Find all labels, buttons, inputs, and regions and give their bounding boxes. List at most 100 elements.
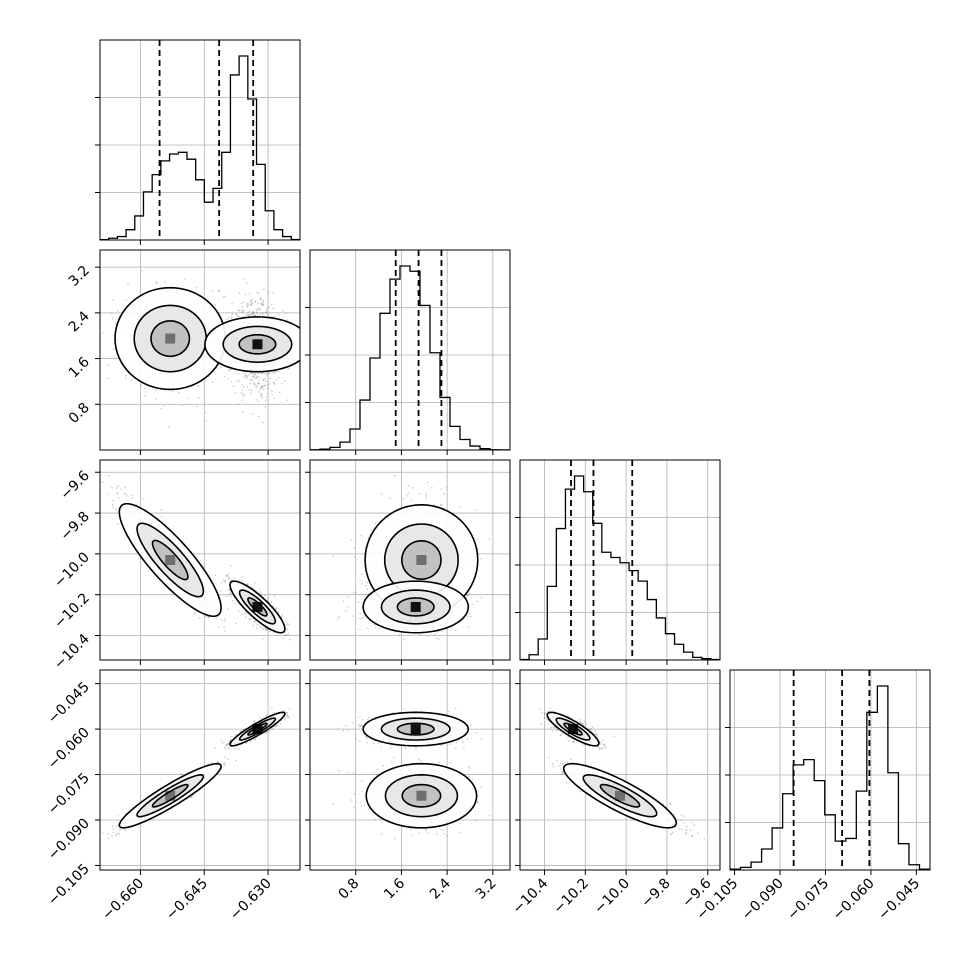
sample-point <box>102 481 104 483</box>
sample-point <box>249 304 252 306</box>
y-tick-label: 0.8 <box>66 400 93 427</box>
sample-point <box>241 306 243 308</box>
sample-point <box>275 371 277 373</box>
sample-point <box>238 610 240 613</box>
sample-point <box>144 391 147 393</box>
sample-point <box>242 310 245 313</box>
sample-point <box>260 395 262 397</box>
sample-point <box>236 314 238 316</box>
sample-point <box>269 377 272 380</box>
sample-point <box>245 613 247 615</box>
sample-point <box>426 481 429 483</box>
sample-point <box>155 389 157 391</box>
histogram-0 <box>100 55 300 240</box>
sample-point <box>475 509 477 511</box>
sample-point <box>265 374 268 376</box>
sample-point <box>140 384 142 386</box>
sample-point <box>125 492 127 495</box>
sample-point <box>271 303 273 306</box>
sample-point <box>252 617 255 620</box>
sample-point <box>212 290 214 292</box>
sample-point <box>224 581 226 583</box>
panel-1-0: 0.81.62.43.2 <box>66 249 301 455</box>
panel-2-0: −10.4−10.2−10.0−9.8−9.6 <box>51 459 301 673</box>
sample-point <box>264 406 267 408</box>
sample-point <box>256 386 258 388</box>
sample-point <box>258 376 260 378</box>
contour-line <box>118 502 222 618</box>
sample-point <box>284 631 286 633</box>
sample-point <box>359 613 361 615</box>
sample-point <box>223 296 225 298</box>
sample-point <box>441 630 443 632</box>
sample-point <box>280 616 282 618</box>
sample-point <box>241 580 243 582</box>
sample-point <box>273 371 275 373</box>
sample-point <box>231 302 233 305</box>
sample-point <box>245 374 247 377</box>
sample-point <box>267 392 269 395</box>
sample-point <box>435 637 438 639</box>
sample-point <box>257 372 259 375</box>
sample-point <box>207 616 209 618</box>
sample-point <box>251 298 254 301</box>
sample-point <box>196 405 198 408</box>
sample-point <box>249 379 251 381</box>
sample-point <box>238 579 240 581</box>
sample-point <box>227 573 229 575</box>
sample-point <box>142 498 145 500</box>
sample-point <box>263 388 265 391</box>
sample-point <box>265 380 267 382</box>
sample-point <box>261 386 263 389</box>
sample-point <box>434 634 436 636</box>
sample-point <box>118 315 121 317</box>
sample-point <box>234 392 236 394</box>
sample-point <box>112 504 114 506</box>
contour-line <box>204 316 300 373</box>
sample-point <box>264 311 267 313</box>
sample-point <box>346 596 349 598</box>
sample-point <box>403 638 405 641</box>
sample-point <box>242 309 244 311</box>
sample-point <box>255 399 258 401</box>
sample-point <box>253 377 256 379</box>
sample-point <box>245 293 247 295</box>
sample-point <box>255 376 258 379</box>
sample-point <box>468 593 470 595</box>
sample-point <box>260 302 262 305</box>
panel-frame <box>99 459 301 661</box>
sample-point <box>284 312 287 314</box>
sample-point <box>230 579 233 582</box>
sample-point <box>246 282 248 285</box>
sample-point <box>246 306 248 308</box>
sample-point <box>251 413 254 415</box>
sample-point <box>267 291 270 293</box>
sample-point <box>273 382 275 384</box>
sample-point <box>261 638 264 640</box>
density-peak <box>252 601 263 612</box>
sample-point <box>230 564 232 567</box>
sample-point <box>230 315 233 318</box>
sample-point <box>260 297 262 299</box>
sample-point <box>226 595 228 597</box>
sample-point <box>160 509 162 511</box>
sample-point <box>181 404 183 407</box>
sample-point <box>468 626 470 628</box>
sample-point <box>365 585 367 587</box>
sample-point <box>250 392 252 394</box>
sample-point <box>217 367 219 370</box>
sample-point <box>253 582 256 584</box>
sample-point <box>266 599 269 601</box>
sample-point <box>107 493 109 495</box>
sample-point <box>235 313 237 316</box>
sample-point <box>250 313 252 316</box>
sample-point <box>111 312 113 314</box>
sample-point <box>273 382 275 384</box>
sample-point <box>267 372 269 375</box>
sample-point <box>257 382 260 384</box>
sample-point <box>418 492 420 495</box>
sample-point <box>230 593 232 595</box>
panel-content <box>332 474 491 641</box>
sample-point <box>250 299 252 302</box>
